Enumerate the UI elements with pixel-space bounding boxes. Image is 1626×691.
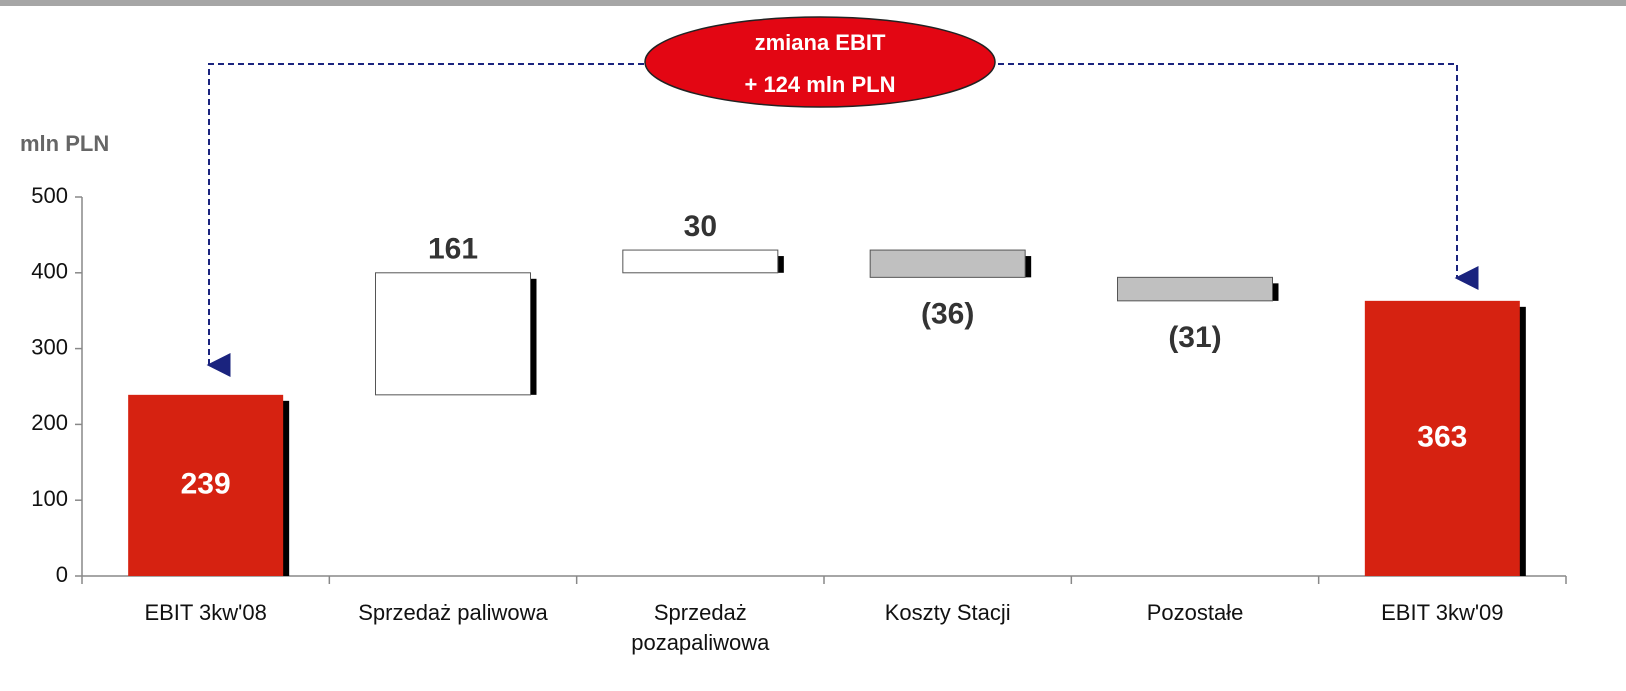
annotation: zmiana EBIT: [755, 30, 886, 55]
bar: [1364, 300, 1520, 576]
bar: [375, 272, 531, 396]
bar: [128, 394, 284, 576]
x-tick-label: Sprzedaż paliwowa: [358, 600, 548, 625]
value-label: 239: [181, 467, 231, 500]
bar: [622, 249, 779, 274]
x-tick-label: EBIT 3kw'08: [144, 600, 267, 625]
y-tick-label: 0: [56, 562, 68, 587]
annotation: + 124 mln PLN: [744, 72, 895, 97]
value-label: (36): [921, 297, 974, 330]
bar: [1117, 276, 1273, 302]
x-tick-label: Sprzedaż pozapaliwowa: [631, 600, 770, 655]
x-tick-label: EBIT 3kw'09: [1381, 600, 1504, 625]
y-tick-label: 100: [31, 486, 68, 511]
y-tick-label: 300: [31, 334, 68, 359]
bar: [869, 249, 1026, 278]
value-label: 30: [684, 210, 717, 243]
y-tick-label: 400: [31, 259, 68, 284]
x-tick-label: Pozostałe: [1146, 600, 1244, 625]
annotation-ellipse: [644, 16, 996, 108]
y-tick-label: 500: [31, 183, 68, 208]
y-axis-label: mln PLN: [20, 131, 109, 156]
x-tick-label: Koszty Stacji: [884, 600, 1011, 625]
value-label: 363: [1417, 420, 1467, 453]
value-label: (31): [1168, 321, 1221, 354]
top-rule: [0, 0, 1626, 6]
value-label: 161: [428, 233, 478, 266]
y-tick-label: 200: [31, 410, 68, 435]
